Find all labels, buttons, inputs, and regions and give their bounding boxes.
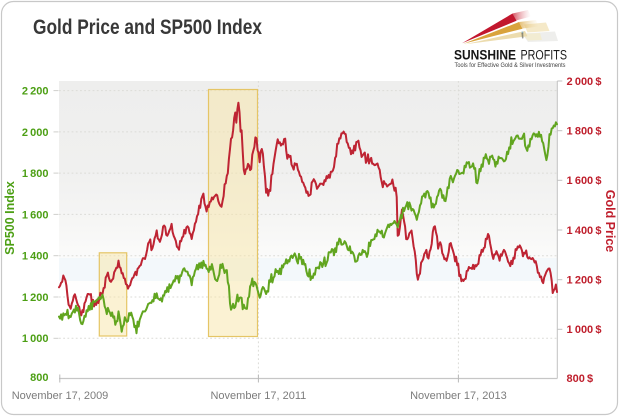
svg-text:SP500 Index: SP500 Index	[3, 181, 17, 255]
svg-text:2 000: 2 000	[22, 127, 49, 139]
svg-text:1 200: 1 200	[22, 292, 49, 304]
svg-text:1 600: 1 600	[22, 209, 49, 221]
svg-text:November 17, 2009: November 17, 2009	[12, 390, 109, 402]
svg-text:Gold Price: Gold Price	[603, 190, 617, 253]
svg-text:800: 800	[30, 372, 48, 384]
svg-text:1 400 $: 1 400 $	[567, 225, 602, 237]
svg-text:2 200: 2 200	[22, 86, 49, 98]
svg-text:1 600 $: 1 600 $	[567, 175, 602, 187]
svg-text:800 $: 800 $	[567, 373, 594, 385]
svg-text:November 17, 2011: November 17, 2011	[210, 390, 306, 402]
svg-text:1 400: 1 400	[22, 251, 49, 263]
svg-text:PROFITS: PROFITS	[521, 48, 568, 63]
svg-text:Tools for Effective Gold & Sil: Tools for Effective Gold & Silver Invest…	[455, 62, 566, 69]
svg-text:1 200 $: 1 200 $	[567, 275, 602, 287]
svg-text:1 800 $: 1 800 $	[567, 126, 602, 138]
svg-text:1 000: 1 000	[22, 333, 49, 345]
svg-text:Gold Price and SP500 Index: Gold Price and SP500 Index	[33, 15, 262, 39]
svg-text:2 000 $: 2 000 $	[567, 76, 602, 88]
svg-text:1 000 $: 1 000 $	[567, 324, 602, 336]
svg-text:SUNSHINE: SUNSHINE	[454, 48, 516, 63]
svg-text:November 17, 2013: November 17, 2013	[410, 390, 507, 402]
svg-text:1 800: 1 800	[22, 168, 49, 180]
